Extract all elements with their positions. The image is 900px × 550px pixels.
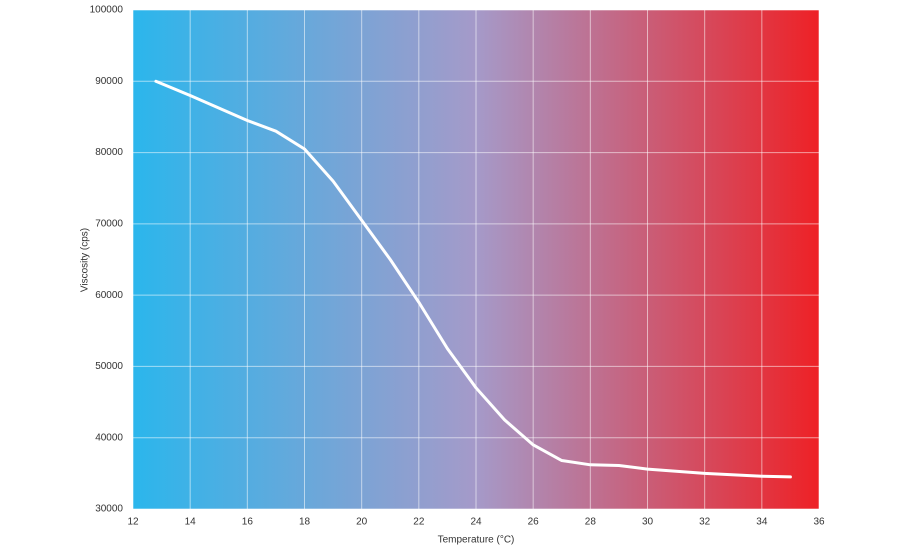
x-tick-label: 12: [127, 517, 139, 528]
y-tick-label: 30000: [95, 504, 123, 515]
y-tick-label: 80000: [95, 147, 123, 158]
y-tick-label: 90000: [95, 76, 123, 87]
y-tick-label: 60000: [95, 290, 123, 301]
x-tick-label: 20: [356, 517, 368, 528]
x-tick-label: 32: [699, 517, 711, 528]
y-tick-label: 40000: [95, 432, 123, 443]
x-tick-label: 24: [470, 517, 482, 528]
data-line: [154, 79, 792, 479]
y-tick-label: 70000: [95, 218, 123, 229]
y-tick-label: 50000: [95, 361, 123, 372]
x-axis-label: Temperature (°C): [438, 535, 515, 546]
x-tick-label: 28: [585, 517, 597, 528]
x-tick-label: 26: [528, 517, 540, 528]
x-tick-label: 30: [642, 517, 654, 528]
x-tick-label: 36: [813, 517, 825, 528]
x-tick-label: 22: [413, 517, 425, 528]
y-axis-label: Viscosity (cps): [80, 228, 91, 292]
x-tick-label: 16: [242, 517, 254, 528]
x-tick-label: 14: [185, 517, 197, 528]
y-tick-label: 100000: [90, 5, 124, 16]
x-tick-label: 18: [299, 517, 311, 528]
x-tick-label: 34: [756, 517, 768, 528]
